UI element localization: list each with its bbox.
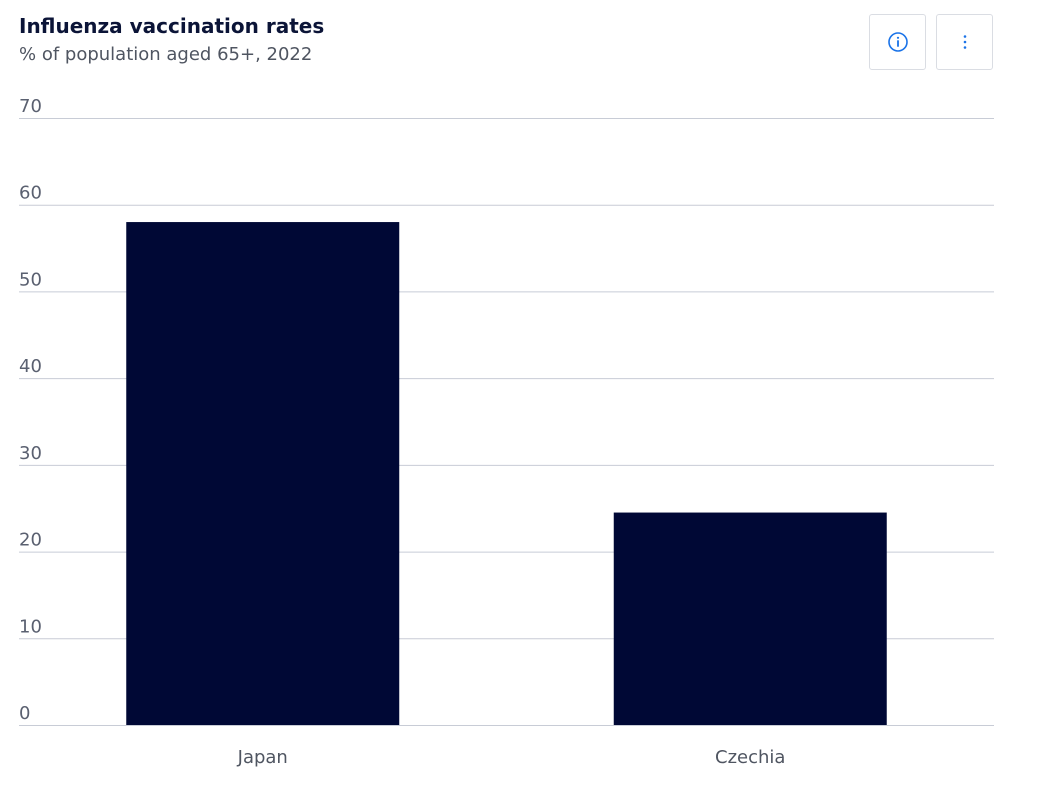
y-tick-label: 10 [19, 616, 42, 637]
chart-header: Influenza vaccination rates % of populat… [19, 12, 324, 68]
bar-japan[interactable] [126, 222, 400, 726]
y-axis-ticks: 0 10 20 30 40 50 60 70 [19, 96, 42, 724]
bar-czechia[interactable] [613, 512, 887, 725]
chart-title: Influenza vaccination rates [19, 14, 325, 38]
y-tick-label: 60 [19, 183, 42, 204]
y-tick-label: 0 [19, 703, 30, 724]
x-axis-labels: Japan Czechia [237, 747, 786, 768]
chart-toolbar [869, 14, 993, 70]
more-options-button[interactable] [936, 14, 993, 70]
y-tick-label: 50 [19, 269, 42, 290]
x-tick-label: Czechia [715, 747, 785, 768]
more-vertical-icon [963, 35, 966, 49]
bars [126, 222, 887, 726]
info-icon [887, 32, 908, 52]
x-tick-label: Japan [237, 747, 288, 768]
y-tick-label: 30 [19, 443, 42, 464]
y-tick-label: 20 [19, 530, 42, 551]
chart-subtitle: % of population aged 65+, 2022 [19, 44, 313, 65]
y-tick-label: 40 [19, 356, 42, 377]
info-button[interactable] [869, 14, 926, 70]
y-tick-label: 70 [19, 96, 42, 117]
